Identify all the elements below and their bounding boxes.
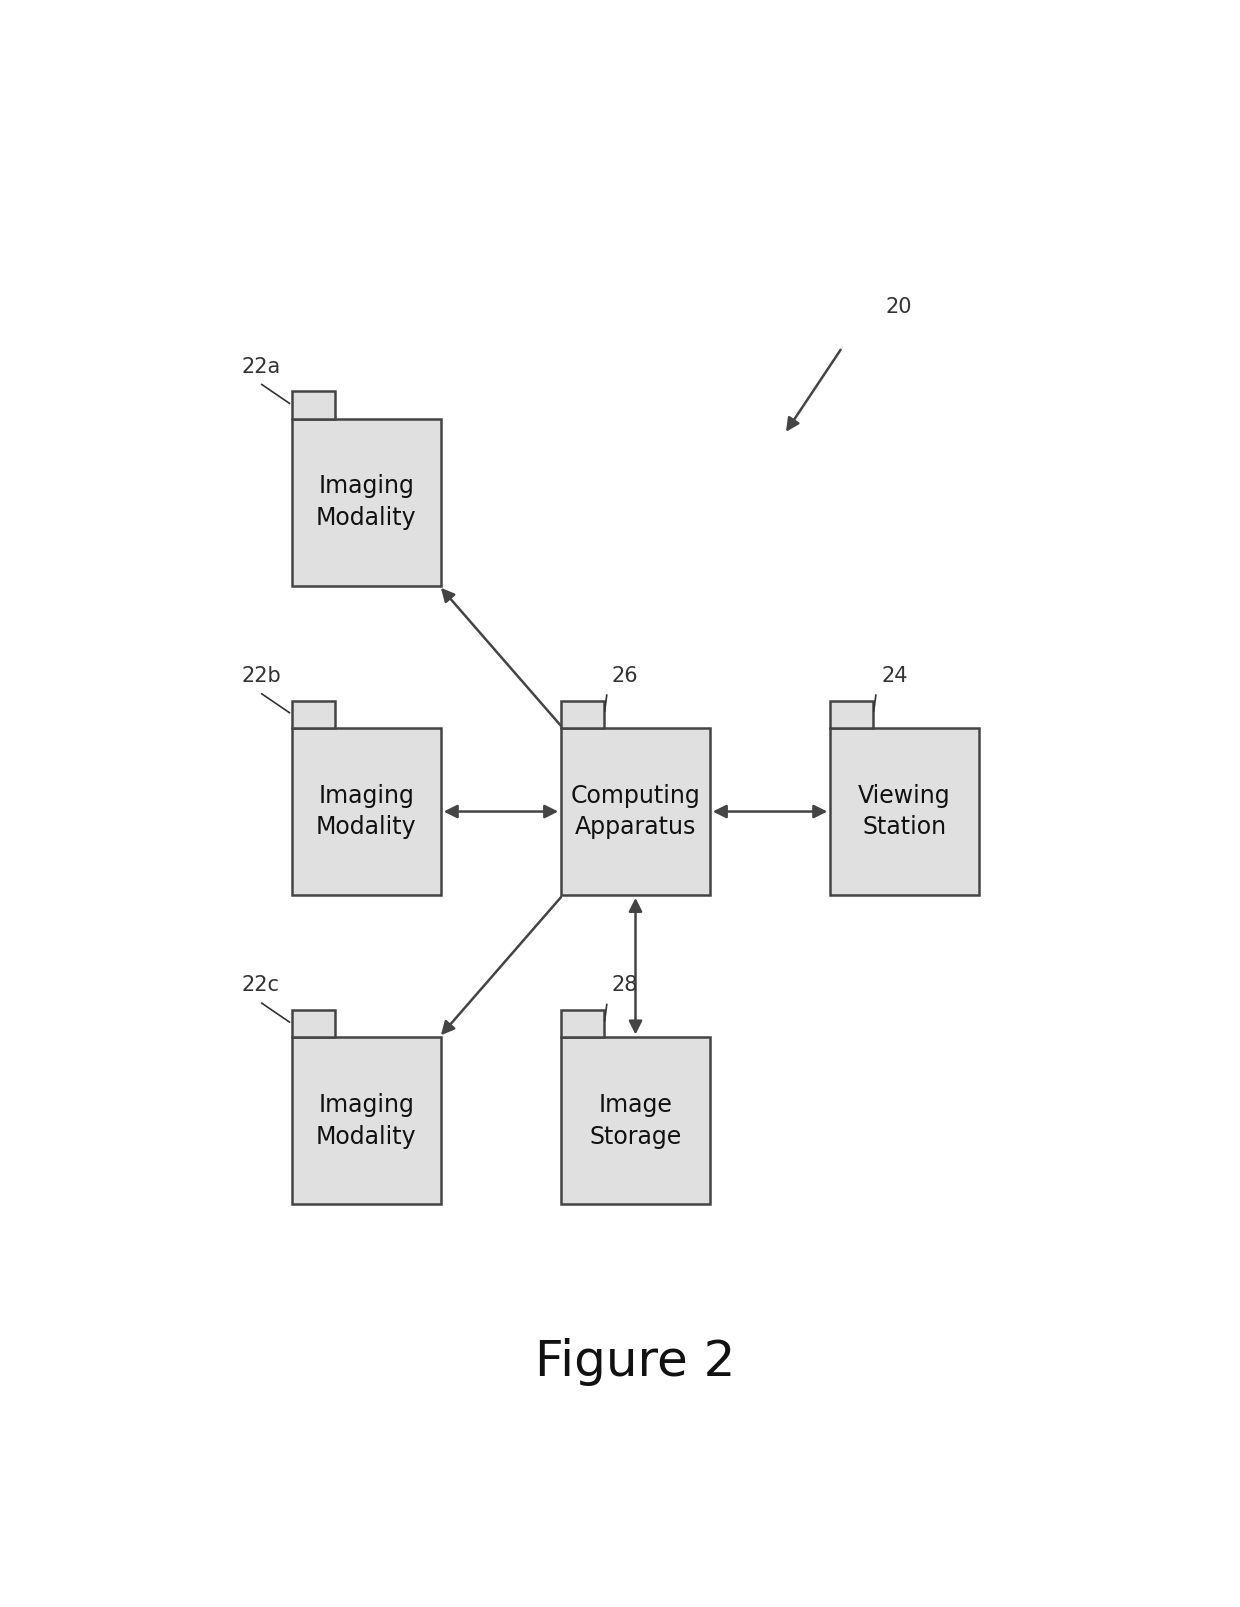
Text: 22c: 22c xyxy=(242,975,280,995)
FancyArrowPatch shape xyxy=(715,807,825,816)
FancyBboxPatch shape xyxy=(560,1038,711,1204)
FancyBboxPatch shape xyxy=(560,1011,604,1038)
FancyBboxPatch shape xyxy=(291,419,441,585)
Text: Viewing
Station: Viewing Station xyxy=(858,784,951,839)
FancyArrowPatch shape xyxy=(630,900,641,1032)
FancyArrowPatch shape xyxy=(443,590,560,726)
FancyArrowPatch shape xyxy=(443,897,560,1033)
Text: 20: 20 xyxy=(885,297,911,317)
Text: Figure 2: Figure 2 xyxy=(536,1339,735,1387)
FancyBboxPatch shape xyxy=(291,1011,335,1038)
FancyBboxPatch shape xyxy=(291,728,441,895)
FancyBboxPatch shape xyxy=(291,392,335,419)
Text: 28: 28 xyxy=(613,975,639,995)
FancyBboxPatch shape xyxy=(560,728,711,895)
FancyBboxPatch shape xyxy=(830,701,873,728)
Text: 22a: 22a xyxy=(242,357,281,376)
Text: Image
Storage: Image Storage xyxy=(589,1093,682,1149)
Text: 22b: 22b xyxy=(242,665,281,686)
FancyBboxPatch shape xyxy=(291,701,335,728)
Text: Imaging
Modality: Imaging Modality xyxy=(316,474,417,530)
FancyBboxPatch shape xyxy=(291,1038,441,1204)
Text: Imaging
Modality: Imaging Modality xyxy=(316,1093,417,1149)
Text: Imaging
Modality: Imaging Modality xyxy=(316,784,417,839)
FancyBboxPatch shape xyxy=(830,728,980,895)
FancyBboxPatch shape xyxy=(560,701,604,728)
FancyArrowPatch shape xyxy=(446,807,556,816)
Text: Computing
Apparatus: Computing Apparatus xyxy=(570,784,701,839)
Text: 24: 24 xyxy=(882,665,908,686)
Text: 26: 26 xyxy=(613,665,639,686)
